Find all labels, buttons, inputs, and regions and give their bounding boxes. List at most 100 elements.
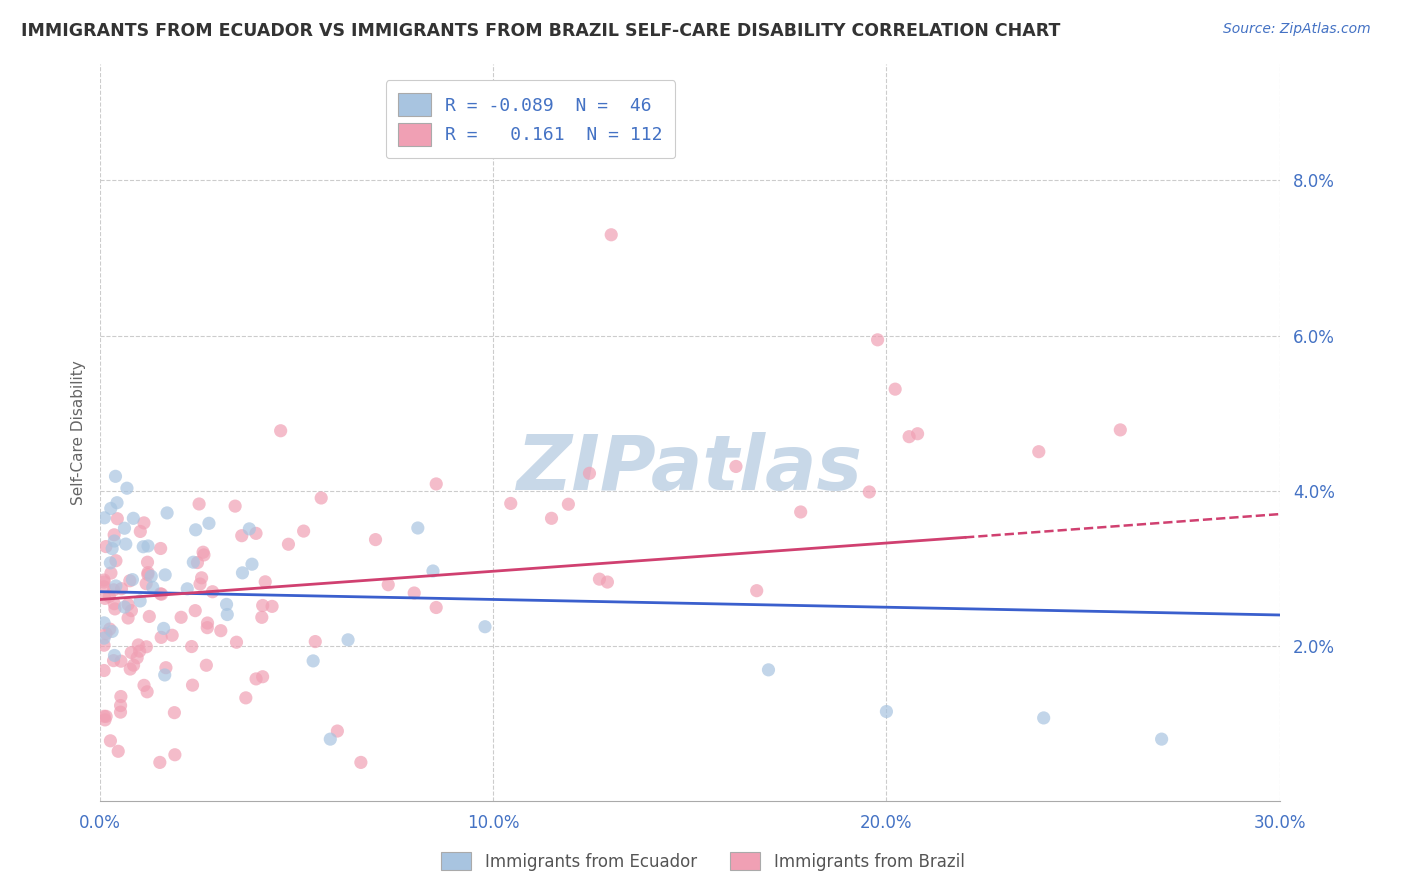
Point (304, 634, 326, 648)
Point (252, 670, 274, 684)
Point (238, 522, 260, 536)
Point (135, 576, 157, 591)
Point (150, 587, 173, 601)
Point (160, 628, 183, 642)
Point (163, 706, 186, 720)
Point (309, 491, 332, 505)
Point (1150, 732, 1173, 747)
Point (117, 598, 139, 612)
Point (377, 578, 399, 592)
Point (142, 580, 165, 594)
Point (245, 672, 267, 686)
Point (93, 615, 115, 630)
Point (907, 426, 929, 441)
Point (136, 539, 159, 553)
Point (191, 545, 214, 559)
Point (262, 599, 284, 614)
Point (100, 501, 122, 516)
Point (114, 537, 136, 551)
Point (201, 584, 224, 599)
Point (152, 622, 174, 636)
Point (98, 590, 121, 604)
Point (176, 582, 198, 596)
Point (93, 580, 115, 594)
Point (1032, 711, 1054, 725)
Point (93, 638, 115, 652)
Point (114, 521, 136, 535)
Point (110, 705, 132, 719)
Point (240, 558, 263, 572)
Point (245, 526, 267, 541)
Point (270, 424, 292, 438)
Point (578, 467, 600, 481)
Point (104, 602, 127, 616)
Point (858, 485, 880, 500)
Point (98, 556, 121, 570)
Point (103, 654, 125, 668)
Point (406, 521, 429, 535)
Point (156, 506, 179, 520)
Point (103, 597, 125, 611)
Point (588, 572, 610, 586)
Point (107, 744, 129, 758)
Point (326, 724, 349, 739)
Point (98, 622, 121, 636)
Point (93, 573, 115, 587)
Point (114, 600, 136, 615)
Point (100, 566, 122, 580)
Point (758, 663, 780, 677)
Point (231, 529, 253, 543)
Point (120, 604, 142, 618)
Point (93, 709, 115, 723)
Point (135, 640, 157, 654)
Point (115, 481, 138, 495)
Point (180, 640, 202, 654)
Point (138, 609, 160, 624)
Point (120, 662, 142, 676)
Point (127, 650, 149, 665)
Point (302, 654, 325, 668)
Point (188, 577, 211, 591)
Point (231, 566, 253, 580)
Point (425, 477, 447, 491)
Point (198, 516, 221, 531)
Point (129, 594, 152, 608)
Point (141, 569, 163, 583)
Point (129, 524, 152, 539)
Point (121, 573, 143, 587)
Point (103, 582, 125, 597)
Point (252, 599, 274, 613)
Point (149, 587, 172, 601)
Point (118, 574, 141, 588)
Point (789, 505, 811, 519)
Point (94, 626, 117, 640)
Legend: R = -0.089  N =  46, R =   0.161  N = 112: R = -0.089 N = 46, R = 0.161 N = 112 (385, 80, 675, 159)
Point (149, 756, 172, 770)
Point (94, 709, 117, 723)
Point (540, 511, 562, 525)
Point (94, 540, 117, 554)
Point (190, 571, 212, 585)
Point (875, 705, 897, 719)
Point (292, 524, 315, 538)
Point (184, 523, 207, 537)
Point (105, 496, 128, 510)
Point (235, 690, 257, 705)
Point (94, 591, 117, 606)
Point (117, 611, 139, 625)
Point (122, 658, 145, 673)
Point (277, 537, 299, 551)
Point (499, 496, 522, 510)
Point (122, 511, 145, 525)
Point (186, 556, 208, 570)
Point (132, 516, 155, 530)
Point (94, 713, 117, 727)
Point (132, 540, 155, 554)
Point (898, 430, 921, 444)
Point (364, 533, 387, 547)
Point (866, 333, 889, 347)
Point (745, 583, 768, 598)
Point (153, 668, 176, 682)
Point (93, 631, 115, 645)
Point (197, 615, 219, 630)
